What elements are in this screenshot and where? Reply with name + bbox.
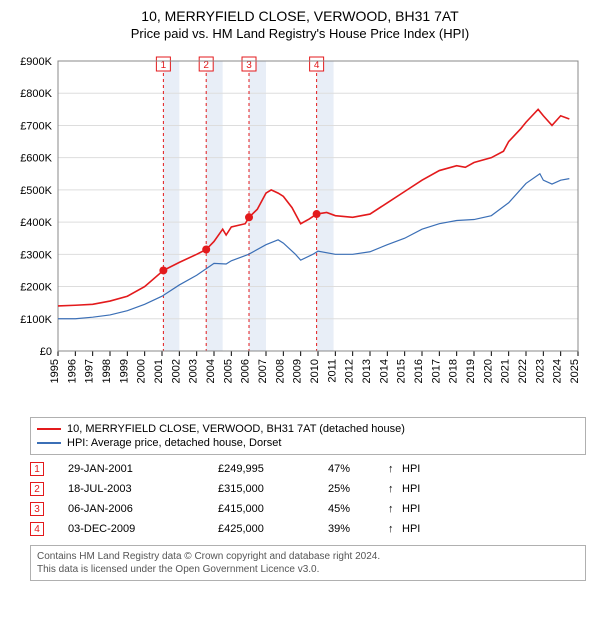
transaction-row: 306-JAN-2006£415,00045%↑HPI <box>30 499 586 519</box>
arrow-up-icon: ↑ <box>388 503 402 515</box>
transaction-pct: 47% <box>328 463 388 475</box>
svg-text:1996: 1996 <box>66 359 78 383</box>
transaction-ref: HPI <box>402 523 420 535</box>
svg-text:2023: 2023 <box>534 359 546 383</box>
transaction-ref: HPI <box>402 503 420 515</box>
transactions-table: 129-JAN-2001£249,99547%↑HPI218-JUL-2003£… <box>30 459 586 539</box>
svg-text:2008: 2008 <box>274 359 286 383</box>
svg-text:2003: 2003 <box>188 359 200 383</box>
footer-line-2: This data is licensed under the Open Gov… <box>37 563 579 576</box>
svg-text:2005: 2005 <box>222 359 234 383</box>
transaction-row: 403-DEC-2009£425,00039%↑HPI <box>30 519 586 539</box>
svg-text:£400K: £400K <box>20 217 52 229</box>
chart-container: £0 £100K £200K £300K £400K £500K £600K £700K £80… <box>12 51 588 411</box>
chart-subtitle: Price paid vs. HM Land Registry's House … <box>0 26 600 41</box>
svg-text:2015: 2015 <box>396 359 408 383</box>
page-root: 10, MERRYFIELD CLOSE, VERWOOD, BH31 7AT … <box>0 0 600 581</box>
svg-text:1997: 1997 <box>84 359 96 383</box>
svg-text:2025: 2025 <box>569 359 581 383</box>
arrow-up-icon: ↑ <box>388 483 402 495</box>
svg-text:2009: 2009 <box>292 359 304 383</box>
svg-text:2002: 2002 <box>170 359 182 383</box>
svg-text:2017: 2017 <box>430 359 442 383</box>
svg-text:2001: 2001 <box>153 359 165 383</box>
legend-item: 10, MERRYFIELD CLOSE, VERWOOD, BH31 7AT … <box>37 422 579 436</box>
svg-text:1999: 1999 <box>118 359 130 383</box>
transaction-ref: HPI <box>402 463 420 475</box>
svg-text:2012: 2012 <box>344 359 356 383</box>
svg-text:£0: £0 <box>40 346 52 358</box>
transaction-date: 18-JUL-2003 <box>44 483 218 495</box>
svg-text:£300K: £300K <box>20 249 52 261</box>
transaction-date: 29-JAN-2001 <box>44 463 218 475</box>
svg-text:2019: 2019 <box>465 359 477 383</box>
transaction-price: £249,995 <box>218 463 328 475</box>
svg-text:4: 4 <box>314 60 320 71</box>
svg-text:2004: 2004 <box>205 359 217 383</box>
svg-text:£800K: £800K <box>20 88 52 100</box>
chart-svg: £0 £100K £200K £300K £400K £500K £600K £700K £80… <box>12 51 588 411</box>
transaction-marker: 3 <box>30 502 44 516</box>
transaction-date: 03-DEC-2009 <box>44 523 218 535</box>
svg-text:£200K: £200K <box>20 282 52 294</box>
svg-text:3: 3 <box>246 60 252 71</box>
legend-label: HPI: Average price, detached house, Dors… <box>67 437 281 449</box>
transaction-marker: 2 <box>30 482 44 496</box>
transaction-price: £415,000 <box>218 503 328 515</box>
svg-text:£100K: £100K <box>20 314 52 326</box>
footer-attribution: Contains HM Land Registry data © Crown c… <box>30 545 586 581</box>
transaction-price: £425,000 <box>218 523 328 535</box>
transaction-pct: 39% <box>328 523 388 535</box>
chart-title: 10, MERRYFIELD CLOSE, VERWOOD, BH31 7AT <box>0 8 600 24</box>
arrow-up-icon: ↑ <box>388 463 402 475</box>
transaction-pct: 45% <box>328 503 388 515</box>
svg-text:2014: 2014 <box>378 359 390 383</box>
svg-text:2018: 2018 <box>448 359 460 383</box>
legend-swatch <box>37 442 61 444</box>
svg-text:2021: 2021 <box>500 359 512 383</box>
legend-item: HPI: Average price, detached house, Dors… <box>37 436 579 450</box>
transaction-marker: 1 <box>30 462 44 476</box>
footer-line-1: Contains HM Land Registry data © Crown c… <box>37 550 579 563</box>
legend-swatch <box>37 428 61 430</box>
svg-text:2022: 2022 <box>517 359 529 383</box>
svg-text:2: 2 <box>203 60 209 71</box>
svg-text:£900K: £900K <box>20 56 52 68</box>
legend-label: 10, MERRYFIELD CLOSE, VERWOOD, BH31 7AT … <box>67 423 405 435</box>
svg-text:£600K: £600K <box>20 153 52 165</box>
svg-text:2000: 2000 <box>136 359 148 383</box>
transaction-row: 218-JUL-2003£315,00025%↑HPI <box>30 479 586 499</box>
transaction-price: £315,000 <box>218 483 328 495</box>
svg-text:2020: 2020 <box>482 359 494 383</box>
svg-text:£500K: £500K <box>20 185 52 197</box>
svg-text:2006: 2006 <box>240 359 252 383</box>
titles: 10, MERRYFIELD CLOSE, VERWOOD, BH31 7AT … <box>0 0 600 41</box>
svg-text:2013: 2013 <box>361 359 373 383</box>
transaction-marker: 4 <box>30 522 44 536</box>
svg-text:2010: 2010 <box>309 359 321 383</box>
svg-text:1995: 1995 <box>49 359 61 383</box>
svg-text:2024: 2024 <box>552 359 564 383</box>
arrow-up-icon: ↑ <box>388 523 402 535</box>
svg-text:1998: 1998 <box>101 359 113 383</box>
legend: 10, MERRYFIELD CLOSE, VERWOOD, BH31 7AT … <box>30 417 586 455</box>
transaction-date: 06-JAN-2006 <box>44 503 218 515</box>
svg-text:2016: 2016 <box>413 359 425 383</box>
transaction-ref: HPI <box>402 483 420 495</box>
transaction-pct: 25% <box>328 483 388 495</box>
svg-text:2011: 2011 <box>326 359 338 383</box>
svg-text:£700K: £700K <box>20 120 52 132</box>
svg-text:1: 1 <box>161 60 167 71</box>
svg-text:2007: 2007 <box>257 359 269 383</box>
transaction-row: 129-JAN-2001£249,99547%↑HPI <box>30 459 586 479</box>
